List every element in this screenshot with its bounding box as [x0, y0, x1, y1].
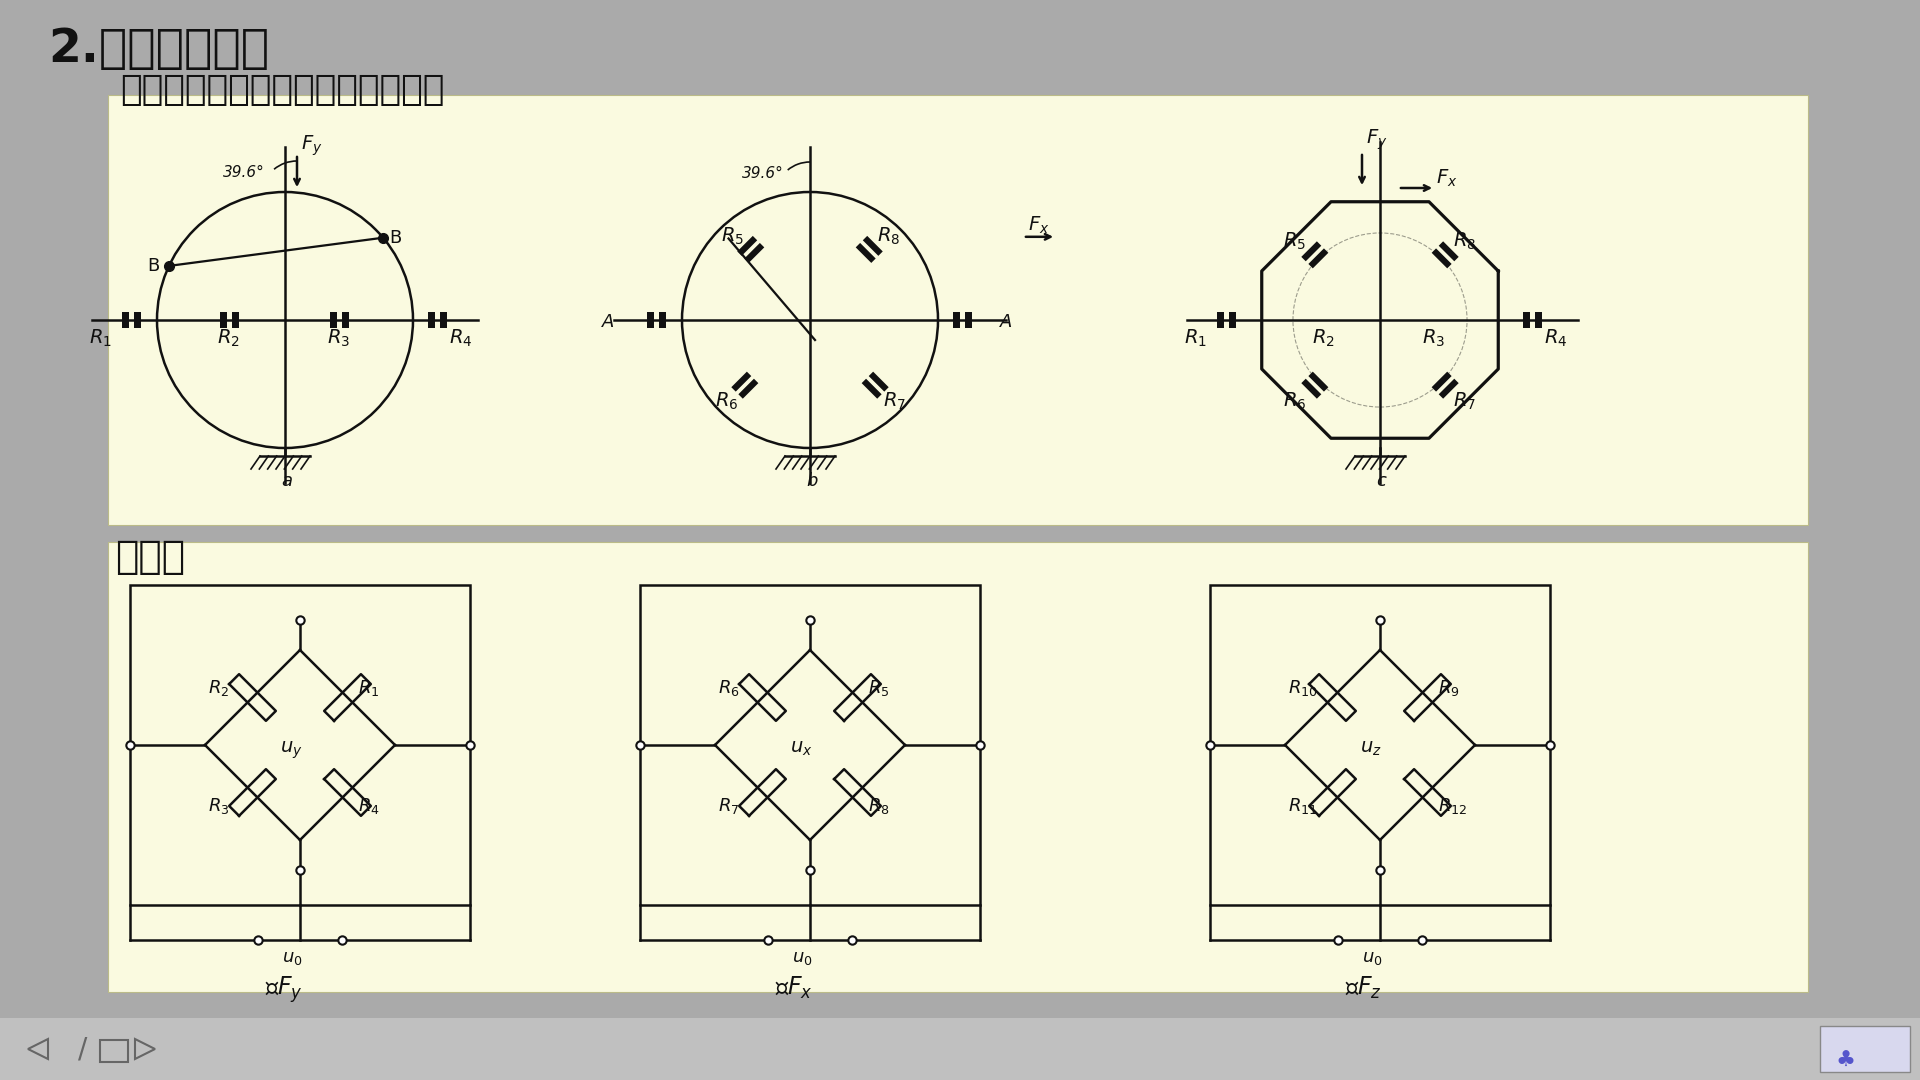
Text: $R_7$: $R_7$: [883, 391, 906, 413]
Text: /: /: [79, 1036, 88, 1064]
Text: $R_3$: $R_3$: [207, 796, 228, 815]
Text: $u_x$: $u_x$: [789, 740, 812, 758]
Bar: [659, 312, 666, 328]
Text: c: c: [1377, 472, 1386, 490]
Text: $\clubsuit$: $\clubsuit$: [1836, 1050, 1855, 1070]
Bar: [131, 585, 470, 905]
Bar: [100, 1040, 129, 1062]
Text: B: B: [148, 257, 159, 275]
Text: $R_6$: $R_6$: [718, 678, 739, 699]
Text: A: A: [603, 313, 614, 330]
Text: $R_6$: $R_6$: [1283, 391, 1306, 413]
Text: $F_x$: $F_x$: [1436, 168, 1457, 189]
Bar: [647, 312, 655, 328]
Text: $R_8$: $R_8$: [877, 226, 900, 246]
Text: $u_z$: $u_z$: [1359, 740, 1382, 758]
Text: 39.6°: 39.6°: [223, 165, 265, 180]
Text: 2.环式弹性元件: 2.环式弹性元件: [48, 27, 269, 72]
Text: $u_0$: $u_0$: [791, 949, 812, 967]
Bar: [966, 312, 972, 328]
Text: $R_7$: $R_7$: [1453, 391, 1476, 413]
Text: $u_0$: $u_0$: [1361, 949, 1382, 967]
Text: $R_8$: $R_8$: [1453, 231, 1476, 252]
Bar: [108, 542, 1809, 993]
Bar: [1820, 1026, 1910, 1072]
Text: $F_x$: $F_x$: [1027, 215, 1050, 237]
Text: $R_{12}$: $R_{12}$: [1438, 796, 1467, 815]
Bar: [0, 1018, 1920, 1080]
Text: $R_4$: $R_4$: [357, 796, 380, 815]
Bar: [952, 312, 960, 328]
Bar: [1217, 312, 1225, 328]
Text: 组桥：: 组桥：: [115, 538, 184, 576]
Bar: [134, 312, 140, 328]
Text: $R_7$: $R_7$: [718, 796, 739, 815]
Bar: [639, 585, 979, 905]
Text: 圆环式和八角环式弹性元件简图：: 圆环式和八角环式弹性元件简图：: [119, 73, 444, 107]
Text: 测$F_y$: 测$F_y$: [265, 974, 303, 1005]
Text: $u_0$: $u_0$: [282, 949, 303, 967]
Text: 测$F_x$: 测$F_x$: [776, 975, 812, 1001]
Text: $R_{11}$: $R_{11}$: [1288, 796, 1317, 815]
Bar: [221, 312, 227, 328]
Bar: [428, 312, 436, 328]
Bar: [123, 312, 129, 328]
Text: A: A: [1000, 313, 1012, 330]
Text: $u_y$: $u_y$: [280, 740, 303, 761]
Bar: [440, 312, 447, 328]
Bar: [108, 95, 1809, 525]
Text: $F_y$: $F_y$: [301, 134, 323, 159]
Bar: [330, 312, 338, 328]
Text: $R_4$: $R_4$: [449, 328, 472, 349]
Text: 测$F_z$: 测$F_z$: [1346, 975, 1382, 1001]
Text: $R_5$: $R_5$: [1283, 231, 1306, 252]
Text: $R_2$: $R_2$: [207, 678, 228, 699]
Bar: [1229, 312, 1236, 328]
Text: $R_4$: $R_4$: [1544, 328, 1567, 349]
Text: $R_3$: $R_3$: [326, 328, 349, 349]
Text: $R_{10}$: $R_{10}$: [1288, 678, 1317, 699]
Text: $R_1$: $R_1$: [357, 678, 378, 699]
Bar: [232, 312, 238, 328]
Text: $F_y$: $F_y$: [1365, 127, 1388, 152]
Bar: [1523, 312, 1530, 328]
Text: B: B: [390, 229, 401, 246]
Text: $R_1$: $R_1$: [88, 328, 111, 349]
Text: a: a: [280, 472, 292, 490]
Text: $R_5$: $R_5$: [868, 678, 889, 699]
Bar: [342, 312, 349, 328]
Bar: [1534, 312, 1542, 328]
Text: $R_3$: $R_3$: [1423, 328, 1446, 349]
Text: $R_1$: $R_1$: [1185, 328, 1208, 349]
Text: 39.6°: 39.6°: [741, 166, 783, 181]
Text: b: b: [806, 472, 818, 490]
Text: $R_6$: $R_6$: [714, 391, 737, 413]
Text: $R_5$: $R_5$: [720, 226, 743, 246]
Text: $R_9$: $R_9$: [1438, 678, 1459, 699]
Bar: [1210, 585, 1549, 905]
Text: $R_8$: $R_8$: [868, 796, 889, 815]
Text: $R_2$: $R_2$: [217, 328, 240, 349]
Text: $R_2$: $R_2$: [1311, 328, 1334, 349]
